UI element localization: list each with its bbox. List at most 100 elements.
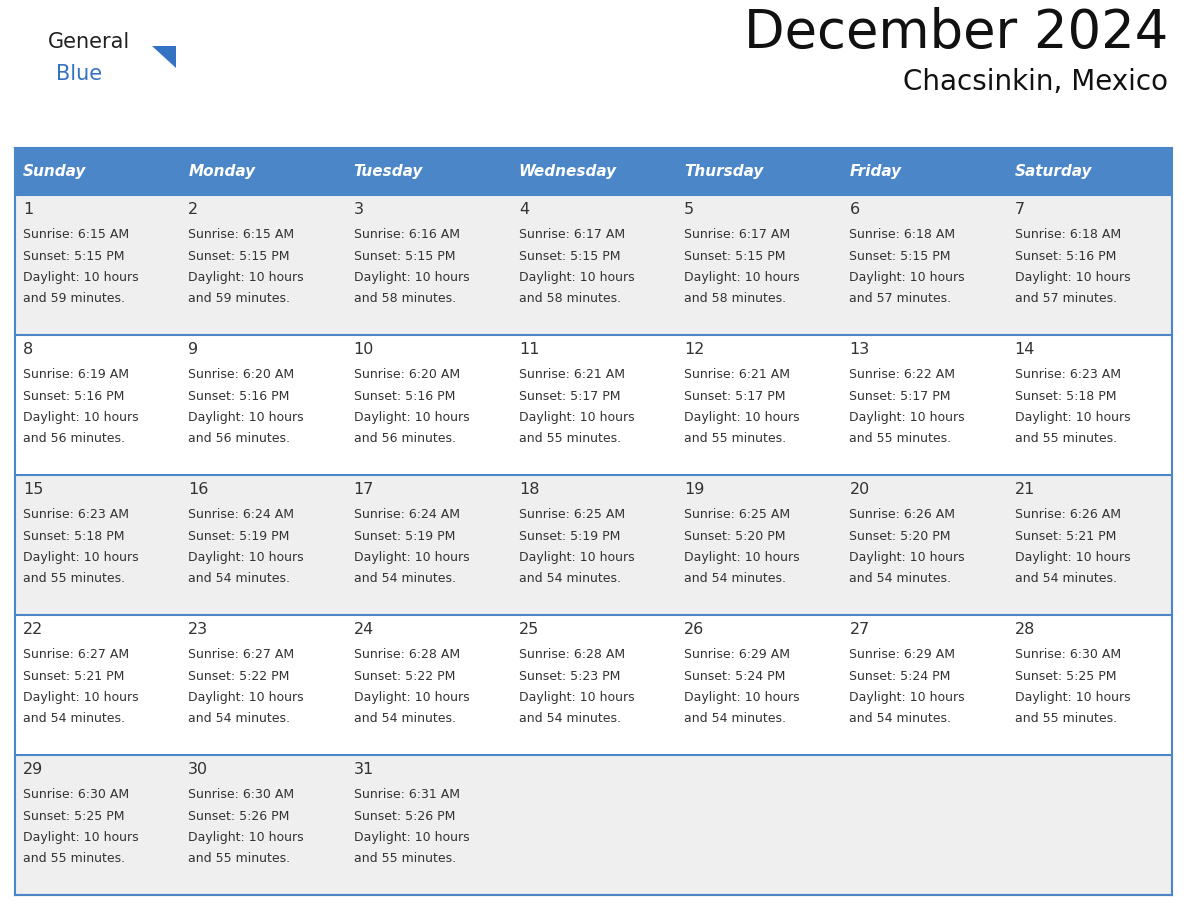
Bar [676, 195, 841, 335]
Text: Daylight: 10 hours: Daylight: 10 hours [684, 271, 800, 284]
Text: Sunrise: 6:27 AM: Sunrise: 6:27 AM [23, 648, 129, 661]
Text: Sunset: 5:24 PM: Sunset: 5:24 PM [849, 669, 950, 682]
Text: and 56 minutes.: and 56 minutes. [354, 432, 455, 445]
Bar [676, 755, 841, 895]
Text: 25: 25 [519, 622, 539, 637]
Text: Friday: Friday [849, 164, 902, 179]
Text: 26: 26 [684, 622, 704, 637]
Text: Sunrise: 6:28 AM: Sunrise: 6:28 AM [354, 648, 460, 661]
Bar [841, 335, 1006, 475]
Text: Blue: Blue [56, 64, 102, 84]
Text: Daylight: 10 hours: Daylight: 10 hours [188, 411, 304, 424]
Text: and 54 minutes.: and 54 minutes. [849, 573, 952, 586]
Text: and 58 minutes.: and 58 minutes. [684, 293, 786, 306]
Text: Sunrise: 6:30 AM: Sunrise: 6:30 AM [23, 788, 129, 801]
Text: Tuesday: Tuesday [354, 164, 423, 179]
Text: Daylight: 10 hours: Daylight: 10 hours [354, 271, 469, 284]
Bar [181, 615, 346, 755]
Text: Sunset: 5:15 PM: Sunset: 5:15 PM [188, 250, 290, 263]
Text: Daylight: 10 hours: Daylight: 10 hours [354, 831, 469, 844]
Text: Sunset: 5:16 PM: Sunset: 5:16 PM [188, 389, 290, 402]
Text: Thursday: Thursday [684, 164, 764, 179]
Text: 23: 23 [188, 622, 208, 637]
Text: Daylight: 10 hours: Daylight: 10 hours [519, 411, 634, 424]
Text: Daylight: 10 hours: Daylight: 10 hours [354, 411, 469, 424]
Text: and 54 minutes.: and 54 minutes. [519, 712, 621, 725]
Text: Sunrise: 6:21 AM: Sunrise: 6:21 AM [684, 368, 790, 381]
Text: Sunset: 5:15 PM: Sunset: 5:15 PM [684, 250, 785, 263]
Text: Sunset: 5:19 PM: Sunset: 5:19 PM [188, 530, 290, 543]
Text: Sunrise: 6:30 AM: Sunrise: 6:30 AM [1015, 648, 1120, 661]
Text: Sunrise: 6:17 AM: Sunrise: 6:17 AM [684, 228, 790, 241]
Text: Sunrise: 6:28 AM: Sunrise: 6:28 AM [519, 648, 625, 661]
Text: Sunrise: 6:19 AM: Sunrise: 6:19 AM [23, 368, 129, 381]
Text: 13: 13 [849, 342, 870, 357]
Text: 9: 9 [188, 342, 198, 357]
Bar [841, 195, 1006, 335]
Text: and 56 minutes.: and 56 minutes. [23, 432, 125, 445]
Text: and 59 minutes.: and 59 minutes. [23, 293, 125, 306]
Bar [181, 195, 346, 335]
Bar [15, 335, 181, 475]
Text: and 55 minutes.: and 55 minutes. [23, 853, 125, 866]
Text: and 54 minutes.: and 54 minutes. [849, 712, 952, 725]
Bar [511, 755, 676, 895]
Text: 19: 19 [684, 482, 704, 497]
Text: 18: 18 [519, 482, 539, 497]
Text: Chacsinkin, Mexico: Chacsinkin, Mexico [903, 68, 1168, 96]
Bar [511, 475, 676, 615]
Text: Sunrise: 6:31 AM: Sunrise: 6:31 AM [354, 788, 460, 801]
Text: and 54 minutes.: and 54 minutes. [684, 712, 786, 725]
Bar [1006, 195, 1173, 335]
Text: Daylight: 10 hours: Daylight: 10 hours [1015, 411, 1130, 424]
Text: Sunrise: 6:18 AM: Sunrise: 6:18 AM [1015, 228, 1120, 241]
Text: 27: 27 [849, 622, 870, 637]
Text: Daylight: 10 hours: Daylight: 10 hours [684, 411, 800, 424]
Text: General: General [48, 32, 131, 52]
Text: Daylight: 10 hours: Daylight: 10 hours [354, 691, 469, 704]
Text: 14: 14 [1015, 342, 1035, 357]
Text: Sunset: 5:23 PM: Sunset: 5:23 PM [519, 669, 620, 682]
Text: December 2024: December 2024 [744, 7, 1168, 59]
Text: Daylight: 10 hours: Daylight: 10 hours [849, 691, 965, 704]
Text: Sunset: 5:15 PM: Sunset: 5:15 PM [23, 250, 125, 263]
Text: Sunset: 5:15 PM: Sunset: 5:15 PM [849, 250, 950, 263]
Text: Sunset: 5:17 PM: Sunset: 5:17 PM [684, 389, 785, 402]
Text: and 55 minutes.: and 55 minutes. [23, 573, 125, 586]
Text: Sunset: 5:20 PM: Sunset: 5:20 PM [684, 530, 785, 543]
Text: Saturday: Saturday [1015, 164, 1092, 179]
Bar [15, 195, 181, 335]
Text: Sunset: 5:26 PM: Sunset: 5:26 PM [354, 810, 455, 823]
Text: Sunset: 5:17 PM: Sunset: 5:17 PM [849, 389, 950, 402]
Bar [15, 755, 181, 895]
Text: Sunset: 5:18 PM: Sunset: 5:18 PM [23, 530, 125, 543]
Text: Sunrise: 6:29 AM: Sunrise: 6:29 AM [849, 648, 955, 661]
Bar [1006, 755, 1173, 895]
Polygon shape [152, 46, 176, 68]
Text: and 54 minutes.: and 54 minutes. [188, 712, 290, 725]
Text: Daylight: 10 hours: Daylight: 10 hours [684, 691, 800, 704]
Text: Sunrise: 6:18 AM: Sunrise: 6:18 AM [849, 228, 955, 241]
Text: Sunset: 5:25 PM: Sunset: 5:25 PM [23, 810, 125, 823]
Bar [841, 755, 1006, 895]
Bar [15, 148, 1173, 195]
Text: and 54 minutes.: and 54 minutes. [1015, 573, 1117, 586]
Text: Sunday: Sunday [23, 164, 87, 179]
Text: 6: 6 [849, 202, 860, 217]
Text: Sunset: 5:25 PM: Sunset: 5:25 PM [1015, 669, 1117, 682]
Bar [1006, 615, 1173, 755]
Text: Sunset: 5:16 PM: Sunset: 5:16 PM [23, 389, 125, 402]
Text: Sunset: 5:26 PM: Sunset: 5:26 PM [188, 810, 290, 823]
Text: 16: 16 [188, 482, 209, 497]
Text: Daylight: 10 hours: Daylight: 10 hours [188, 271, 304, 284]
Text: Daylight: 10 hours: Daylight: 10 hours [23, 411, 139, 424]
Bar [676, 475, 841, 615]
Text: Daylight: 10 hours: Daylight: 10 hours [23, 691, 139, 704]
Text: Sunset: 5:18 PM: Sunset: 5:18 PM [1015, 389, 1117, 402]
Text: 12: 12 [684, 342, 704, 357]
Text: 10: 10 [354, 342, 374, 357]
Text: 3: 3 [354, 202, 364, 217]
Text: Wednesday: Wednesday [519, 164, 617, 179]
Text: Sunrise: 6:16 AM: Sunrise: 6:16 AM [354, 228, 460, 241]
Text: 8: 8 [23, 342, 33, 357]
